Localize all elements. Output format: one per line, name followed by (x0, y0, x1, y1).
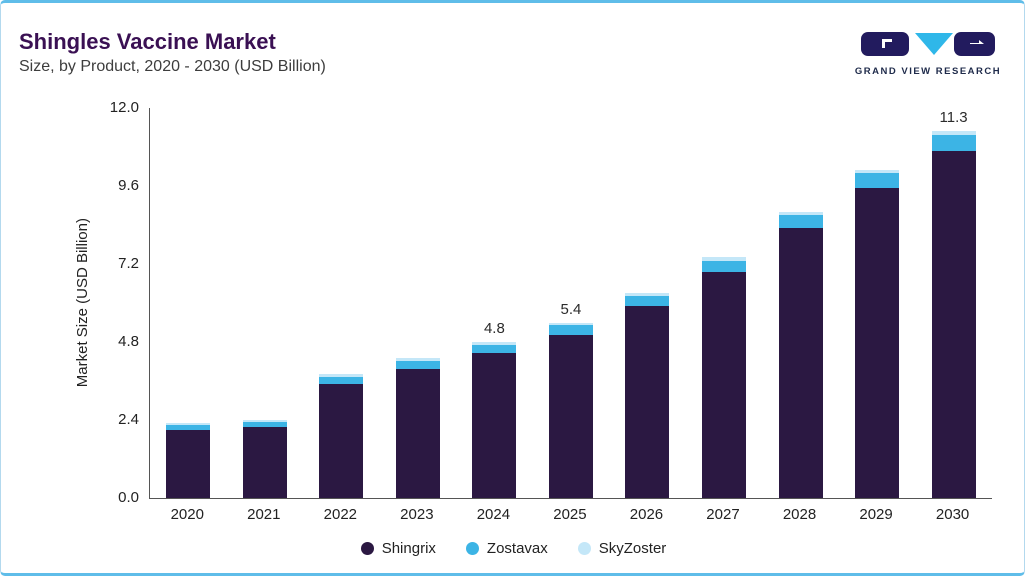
x-tick-label: 2026 (629, 506, 664, 523)
x-tick-label: 2021 (247, 506, 281, 523)
bar-segment-skyzoster (166, 423, 211, 425)
legend-label: SkyZoster (598, 540, 667, 557)
bar-segment-skyzoster (548, 322, 593, 326)
bar-value-label: 4.8 (483, 320, 505, 338)
bar-segment-skyzoster (778, 211, 823, 216)
legend-item-zostavax: Zostavax (465, 540, 548, 557)
legend-label: Zostavax (486, 540, 548, 557)
legend-dot (577, 542, 591, 555)
y-tick-label: 9.6 (118, 177, 139, 194)
y-axis-title: Market Size (USD Billion) (73, 218, 91, 388)
legend-item-shingrix: Shingrix (360, 540, 436, 557)
legend-label: Shingrix (381, 540, 436, 557)
bar-segment-shingrix (931, 150, 976, 498)
x-tick-label: 2024 (476, 506, 511, 523)
x-tick-label: 2030 (935, 506, 970, 523)
bar-segment-shingrix (472, 353, 517, 498)
bar-value-label: 5.4 (560, 300, 582, 318)
bar-segment-zostavax (625, 295, 670, 307)
chart-header: Shingles Vaccine Market Size, by Product… (19, 29, 326, 76)
bar-segment-zostavax (242, 421, 287, 428)
bar-value-label: 11.3 (939, 108, 968, 126)
x-axis-ticks: 2020 2021 2022 2023 2024 2025 2026 2027 2028 2029… (149, 506, 991, 523)
legend: Shingrix Zostavax SkyZoster (1, 540, 1024, 557)
bar-column-2020 (166, 423, 211, 498)
bar-segment-skyzoster (701, 257, 746, 261)
bar-segment-zostavax (319, 377, 364, 385)
bar-segment-shingrix (701, 272, 746, 498)
x-tick-label: 2023 (400, 506, 434, 523)
bar-segment-zostavax (548, 325, 593, 335)
chart-subtitle: Size, by Product, 2020 - 2030 (USD Billi… (19, 58, 326, 76)
brand-logo-text: GRAND VIEW RESEARCH (854, 66, 1002, 77)
bar-segment-zostavax (778, 215, 823, 229)
x-tick-label: 2020 (170, 506, 204, 523)
bar-segment-shingrix (548, 334, 593, 498)
bar-column-2029 (855, 169, 900, 498)
brand-logo-mark (861, 32, 995, 56)
bar-segment-shingrix (855, 187, 900, 498)
bar-segment-skyzoster (319, 374, 364, 378)
bar-column-2022 (319, 374, 364, 498)
bar-segment-zostavax (166, 424, 211, 430)
x-tick-label: 2022 (323, 506, 358, 523)
bar-column-2030: 11.3 (931, 108, 976, 498)
legend-dot (360, 542, 374, 555)
bar-segment-skyzoster (395, 358, 440, 361)
x-tick-label: 2029 (859, 506, 893, 523)
chart-title: Shingles Vaccine Market (19, 29, 276, 54)
y-tick-label: 7.2 (118, 255, 139, 272)
bar-column-2023 (395, 358, 440, 498)
x-tick-label: 2025 (553, 506, 587, 523)
bar-column-2028 (778, 211, 823, 498)
bar-column-2025: 5.4 (548, 300, 593, 498)
y-tick-label: 12.0 (109, 99, 139, 116)
bar-segment-shingrix (778, 228, 823, 498)
bar-segment-zostavax (395, 360, 440, 369)
legend-dot (465, 542, 479, 555)
bar-segment-skyzoster (242, 420, 287, 422)
bar-segment-shingrix (625, 306, 670, 498)
bar-segment-shingrix (395, 368, 440, 498)
x-tick-label: 2027 (706, 506, 740, 523)
bar-segment-skyzoster (855, 169, 900, 174)
bar-column-2021 (242, 420, 287, 498)
bar-column-2027 (701, 257, 746, 498)
y-tick-label: 0.0 (118, 489, 139, 506)
bar-segment-skyzoster (625, 293, 670, 296)
brand-logo: GRAND VIEW RESEARCH (854, 31, 1002, 77)
legend-item-skyzoster: SkyZoster (577, 540, 667, 557)
bar-segment-shingrix (319, 384, 364, 498)
y-tick-label: 2.4 (118, 411, 139, 428)
plot-area: 4.8 5.4 11.3 (149, 108, 992, 499)
bar-segment-shingrix (242, 427, 287, 498)
x-tick-label: 2028 (782, 506, 817, 523)
bar-segment-skyzoster (931, 130, 976, 135)
y-axis-title-wrap: Market Size (USD Billion) (71, 113, 93, 493)
bar-segment-zostavax (701, 260, 746, 273)
bar-column-2024: 4.8 (472, 320, 517, 498)
y-tick-label: 4.8 (118, 333, 139, 350)
bar-segment-zostavax (472, 344, 517, 354)
bar-segment-zostavax (855, 173, 900, 188)
bar-segment-zostavax (931, 134, 976, 151)
bar-column-2026 (625, 293, 670, 498)
bar-segment-shingrix (166, 429, 211, 498)
bar-segment-skyzoster (472, 342, 517, 345)
